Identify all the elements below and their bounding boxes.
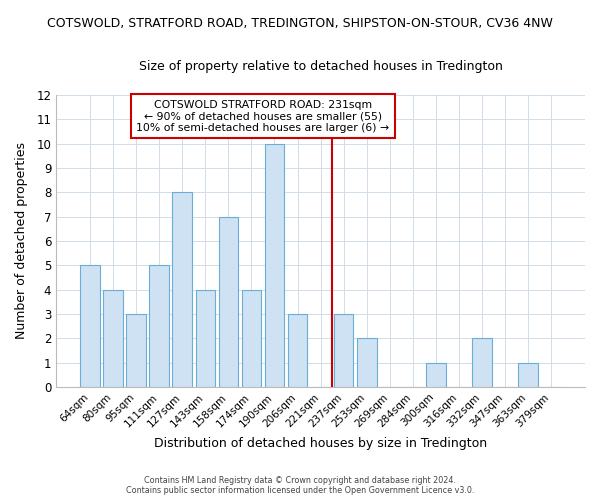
Bar xyxy=(426,362,446,387)
Bar xyxy=(149,266,169,387)
X-axis label: Distribution of detached houses by size in Tredington: Distribution of detached houses by size … xyxy=(154,437,487,450)
Bar xyxy=(472,338,492,387)
Text: COTSWOLD STRATFORD ROAD: 231sqm
← 90% of detached houses are smaller (55)
10% of: COTSWOLD STRATFORD ROAD: 231sqm ← 90% of… xyxy=(136,100,389,133)
Bar xyxy=(218,216,238,387)
Bar xyxy=(80,266,100,387)
Bar xyxy=(265,144,284,387)
Bar xyxy=(172,192,192,387)
Bar xyxy=(103,290,123,387)
Bar xyxy=(196,290,215,387)
Title: Size of property relative to detached houses in Tredington: Size of property relative to detached ho… xyxy=(139,60,503,73)
Bar xyxy=(127,314,146,387)
Bar xyxy=(334,314,353,387)
Bar xyxy=(357,338,377,387)
Bar xyxy=(242,290,261,387)
Bar xyxy=(518,362,538,387)
Text: COTSWOLD, STRATFORD ROAD, TREDINGTON, SHIPSTON-ON-STOUR, CV36 4NW: COTSWOLD, STRATFORD ROAD, TREDINGTON, SH… xyxy=(47,18,553,30)
Text: Contains HM Land Registry data © Crown copyright and database right 2024.
Contai: Contains HM Land Registry data © Crown c… xyxy=(126,476,474,495)
Y-axis label: Number of detached properties: Number of detached properties xyxy=(15,142,28,340)
Bar xyxy=(288,314,307,387)
